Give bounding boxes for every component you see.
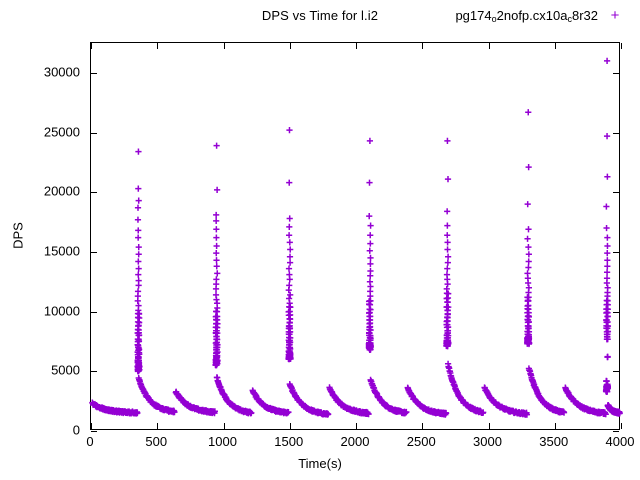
- y-tick-mark: [91, 371, 97, 373]
- x-tick-mark-top: [621, 43, 622, 49]
- y-tick-mark-right: [613, 311, 619, 313]
- x-tick-label: 0: [86, 434, 94, 449]
- x-tick-label: 1500: [274, 434, 304, 449]
- x-tick-mark: [289, 423, 291, 429]
- x-tick-mark-top: [488, 43, 490, 49]
- x-tick-mark: [488, 423, 490, 429]
- y-tick-mark: [91, 251, 97, 253]
- x-tick-mark-top: [91, 43, 92, 49]
- x-tick-label: 4000: [605, 434, 635, 449]
- legend-entry-label: pg174o2nofp.cx10ac8r32: [455, 8, 598, 24]
- x-tick-mark: [157, 423, 159, 429]
- y-tick-mark-right: [613, 192, 619, 194]
- y-tick-label: 5000: [51, 362, 80, 378]
- y-tick-mark-right: [613, 251, 619, 253]
- y-tick-mark-right: [613, 132, 619, 134]
- y-axis-title: DPS: [10, 222, 26, 249]
- y-tick-mark: [91, 72, 97, 74]
- y-tick-mark-right: [613, 431, 619, 432]
- y-tick-mark: [91, 311, 97, 313]
- x-tick-mark: [223, 423, 225, 429]
- x-tick-label: 1000: [208, 434, 237, 449]
- legend-plus-icon: +: [610, 7, 620, 24]
- y-tick-label: 30000: [43, 64, 80, 80]
- y-tick-mark-right: [613, 72, 619, 74]
- y-tick-mark: [91, 132, 97, 134]
- x-tick-mark: [356, 423, 357, 429]
- y-tick-label: 20000: [43, 183, 80, 199]
- x-tick-label: 500: [145, 434, 168, 449]
- x-tick-mark-top: [422, 43, 424, 49]
- x-tick-mark-top: [554, 43, 556, 49]
- x-axis-title: Time(s): [298, 456, 342, 471]
- x-tick-mark: [621, 423, 622, 429]
- x-tick-mark-top: [289, 43, 291, 49]
- plot-frame: [89, 42, 623, 432]
- y-tick-mark: [91, 431, 97, 432]
- x-tick-mark: [554, 423, 556, 429]
- y-tick-label: 0: [72, 422, 80, 438]
- x-tick-mark-top: [356, 43, 357, 49]
- x-tick-label: 2000: [340, 434, 370, 449]
- y-tick-label: 10000: [43, 303, 80, 319]
- page-title: DPS vs Time for l.i2: [261, 8, 379, 23]
- x-tick-label: 2500: [406, 434, 436, 449]
- x-tick-label: 3000: [473, 434, 502, 449]
- y-tick-label: 15000: [43, 243, 80, 259]
- scatter-points-layer: [89, 57, 623, 418]
- x-tick-mark-top: [223, 43, 225, 49]
- legend: pg174o2nofp.cx10ac8r32 +: [455, 7, 626, 24]
- y-tick-mark: [91, 192, 97, 194]
- y-tick-mark-right: [613, 371, 619, 373]
- x-tick-mark-top: [157, 43, 159, 49]
- y-tick-label: 25000: [43, 124, 80, 140]
- x-tick-mark: [422, 423, 424, 429]
- x-tick-label: 3500: [539, 434, 569, 449]
- x-tick-mark: [91, 423, 92, 429]
